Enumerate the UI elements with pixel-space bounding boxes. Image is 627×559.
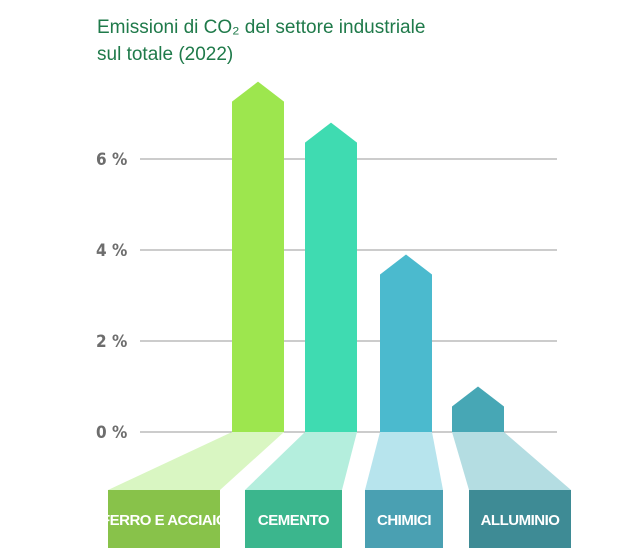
x-tick-label: CEMENTO <box>258 512 330 529</box>
y-tick-label: 4 % <box>96 241 127 261</box>
chart-title-line: Emissioni di CO₂ del settore industriale <box>97 17 425 38</box>
x-tick-label: FERRO E ACCIAIO <box>101 512 228 529</box>
bar <box>305 122 357 432</box>
category-box <box>469 490 571 548</box>
x-tick-label: ALLUMINIO <box>481 512 561 529</box>
bar <box>452 386 504 432</box>
x-tick-label: CHIMICI <box>377 512 431 529</box>
y-tick-label: 6 % <box>96 150 127 170</box>
bar <box>232 81 284 433</box>
funnel <box>365 432 443 490</box>
chart-title-line: sul totale (2022) <box>97 44 233 65</box>
category-box <box>245 490 342 548</box>
category-box <box>108 490 220 548</box>
funnel <box>108 432 284 490</box>
y-tick-label: 0 % <box>96 423 127 443</box>
funnel <box>452 432 571 490</box>
funnel <box>245 432 357 490</box>
bar <box>380 254 432 432</box>
category-box <box>365 490 443 548</box>
y-tick-label: 2 % <box>96 332 127 352</box>
